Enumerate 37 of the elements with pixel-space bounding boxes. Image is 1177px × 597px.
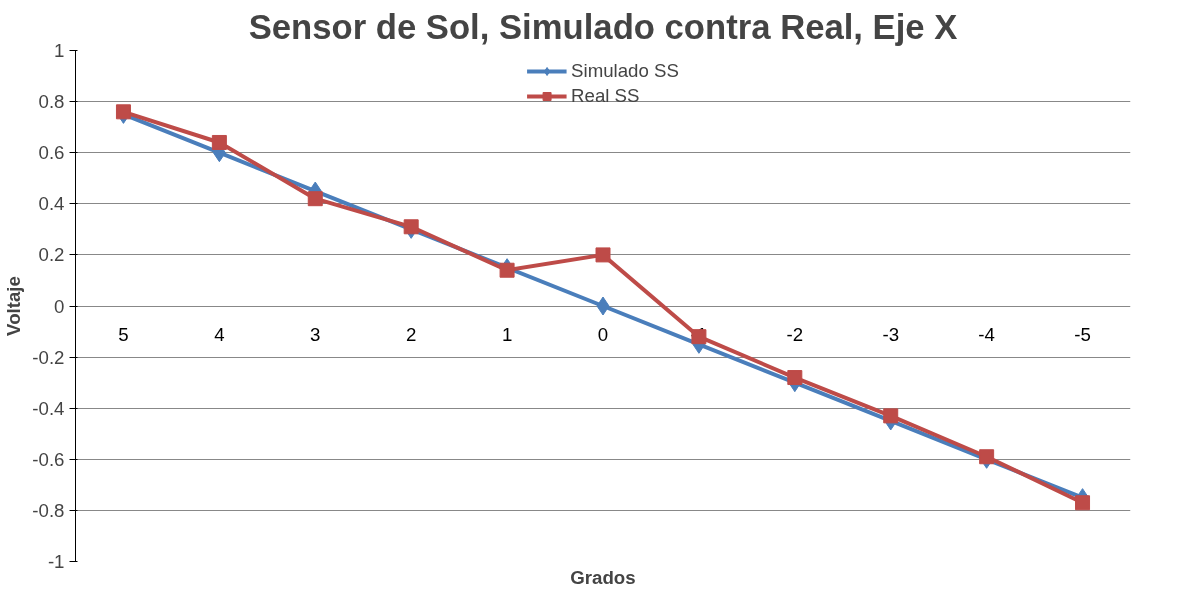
y-tick-label: -1 [47,551,65,572]
point [787,370,803,386]
point [115,104,131,120]
y-tick-label: -0.2 [32,346,65,368]
point [979,449,995,465]
x-axis-title: Grados [570,566,636,588]
x-tick-label: 4 [214,324,225,345]
x-tick-label: 0 [597,324,609,345]
y-axis-title: Voltaje [3,276,25,336]
legend-label: Simulado SS [571,60,679,82]
point [211,134,227,150]
point [499,262,515,278]
x-tick-label: -4 [978,324,995,345]
point [596,296,610,316]
y-tick-label: 0 [54,295,65,317]
y-tick-label: 1 [54,40,65,61]
x-tick-label: 2 [405,324,417,345]
y-tick-label: -0.4 [32,397,65,419]
y-tick-label: -0.8 [32,499,65,521]
x-tick-label: 1 [501,324,513,345]
point [307,191,323,207]
y-tick-label: 0.4 [38,193,65,215]
x-tick-label: -5 [1074,324,1091,345]
x-tick-label: -3 [882,324,900,345]
legend-label: Real SS [571,85,640,107]
y-tick-label: 0.6 [38,142,65,164]
x-tick-label: 5 [118,324,129,345]
y-tick-label: 0.2 [38,244,65,266]
y-tick-label: 0.8 [38,91,65,113]
point [1075,495,1091,511]
point [403,219,419,235]
x-tick-label: -2 [786,324,804,345]
point [595,247,611,263]
chart-title: Sensor de Sol, Simulado contra Real, Eje X [248,7,958,46]
y-tick-label: -0.6 [32,448,65,470]
point [883,408,899,424]
x-tick-label: 3 [310,324,321,345]
